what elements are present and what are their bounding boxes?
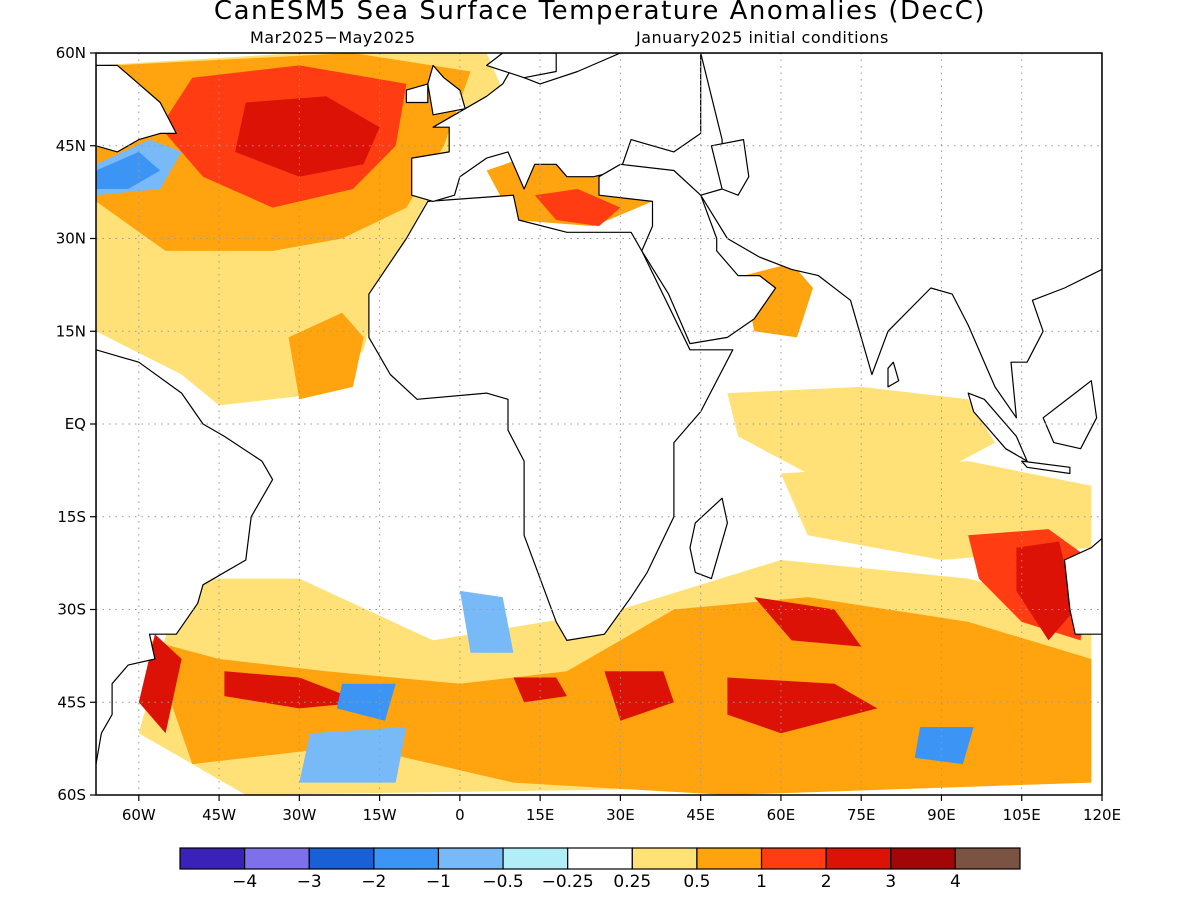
landmass-ireland [405,83,429,104]
anomaly-region-10 [727,386,995,486]
colorbar-label: −2 [361,872,386,892]
anomaly-region-19 [604,671,674,721]
anomaly-region-8 [534,189,621,227]
anomaly-region-5 [96,151,161,189]
colorbar-swatch [890,847,956,870]
colorbar-swatch [373,847,440,870]
landmass-iberia-europe [411,53,702,202]
lon-tick-label: 30E [606,806,635,824]
lon-tick-label: 45W [202,806,236,824]
lat-tick-label: 15S [57,508,86,526]
colorbar-label: −4 [232,872,257,892]
landmass-sumatra [967,392,1028,462]
anomaly-region-25 [336,683,396,721]
colorbar-label: −0.5 [482,872,523,892]
lat-tick-label: 15N [56,322,86,340]
latitude-labels: 60N 45N 30N 15N EQ 15S 30S 45S 60S [56,44,96,804]
colorbar-swatch [825,847,892,870]
landmass-iceland [331,10,390,29]
lon-tick-label: 30W [282,806,316,824]
lon-tick-label: 120E [1083,806,1121,824]
forecast-period: Mar2025−May2025 [250,28,416,47]
colorbar-label: 1 [756,872,767,892]
anomaly-field [96,53,1092,795]
colorbar-swatch [308,847,375,870]
lat-tick-label: 45N [56,137,86,155]
landmass-anatolia-arabia [598,163,777,345]
landmass-greenland [96,53,220,54]
anomaly-region-22 [299,727,407,783]
lon-tick-label: 60E [767,806,796,824]
initial-conditions: January2025 initial conditions [636,28,889,47]
anomaly-region-23 [459,590,514,653]
colorbar-label: −0.25 [542,872,594,892]
landmass-scandinavia [486,53,557,79]
lon-tick-label: 0 [455,806,465,824]
colorbar-swatch [954,847,1021,870]
lat-tick-label: 45S [57,693,86,711]
anomaly-region-20 [727,677,878,734]
colorbar-label: −3 [297,872,322,892]
longitude-labels: 60W 45W 30W 15W 0 15E 30E 45E 60E 75E 90E 105E 120E [122,795,1121,824]
colorbar-swatch [179,847,246,870]
lon-tick-label: 90E [927,806,956,824]
lon-tick-label: 15W [363,806,397,824]
colorbar-swatch [502,847,569,870]
lat-tick-label: EQ [65,415,86,433]
landmass-java [1021,460,1071,475]
colorbar-label: 0.5 [683,872,710,892]
landmass-borneo [1042,380,1098,450]
map-title: CanESM5 Sea Surface Temperature Anomalie… [213,0,987,26]
colorbar-label: 3 [885,872,896,892]
colorbar-label: 4 [950,872,961,892]
anomaly-region-21 [754,597,862,647]
landmass-madagascar [689,497,729,580]
landmass-south-america [96,349,274,765]
landmass-australia [1063,528,1102,635]
anomaly-region-17 [224,671,364,709]
lat-tick-label: 60N [56,44,86,62]
colorbar: −4 −3 −2 −1 −0.5 −0.25 0.25 0.5 1 2 3 4 [179,847,1021,892]
colorbar-swatch [244,847,310,870]
anomaly-region-6 [288,312,364,400]
anomaly-region-15 [1016,541,1076,641]
lat-tick-label: 60S [57,786,86,804]
colorbar-swatch [760,847,827,870]
lon-tick-label: 105E [1003,806,1041,824]
anomaly-region-24 [914,727,974,765]
landmass-north-america [96,64,177,153]
lat-tick-label: 30N [56,230,86,248]
landmass-asia [700,53,1102,419]
colorbar-label: 2 [821,872,832,892]
lon-tick-label: 45E [686,806,715,824]
colorbar-swatch [631,847,698,870]
graticule [96,53,1102,795]
lat-tick-label: 30S [57,601,86,619]
lon-tick-label: 60W [122,806,156,824]
landmass-caspian-gap [710,139,750,196]
anomaly-region-18 [513,677,567,703]
colorbar-swatch [567,847,633,870]
landmass-sri-lanka [887,361,900,388]
colorbar-label: 0.25 [613,872,651,892]
lon-tick-label: 15E [526,806,555,824]
anomaly-region-3 [235,96,380,177]
colorbar-swatch [696,847,763,870]
colorbar-label: −1 [426,872,451,892]
colorbar-swatch [437,847,504,870]
lon-tick-label: 75E [847,806,876,824]
